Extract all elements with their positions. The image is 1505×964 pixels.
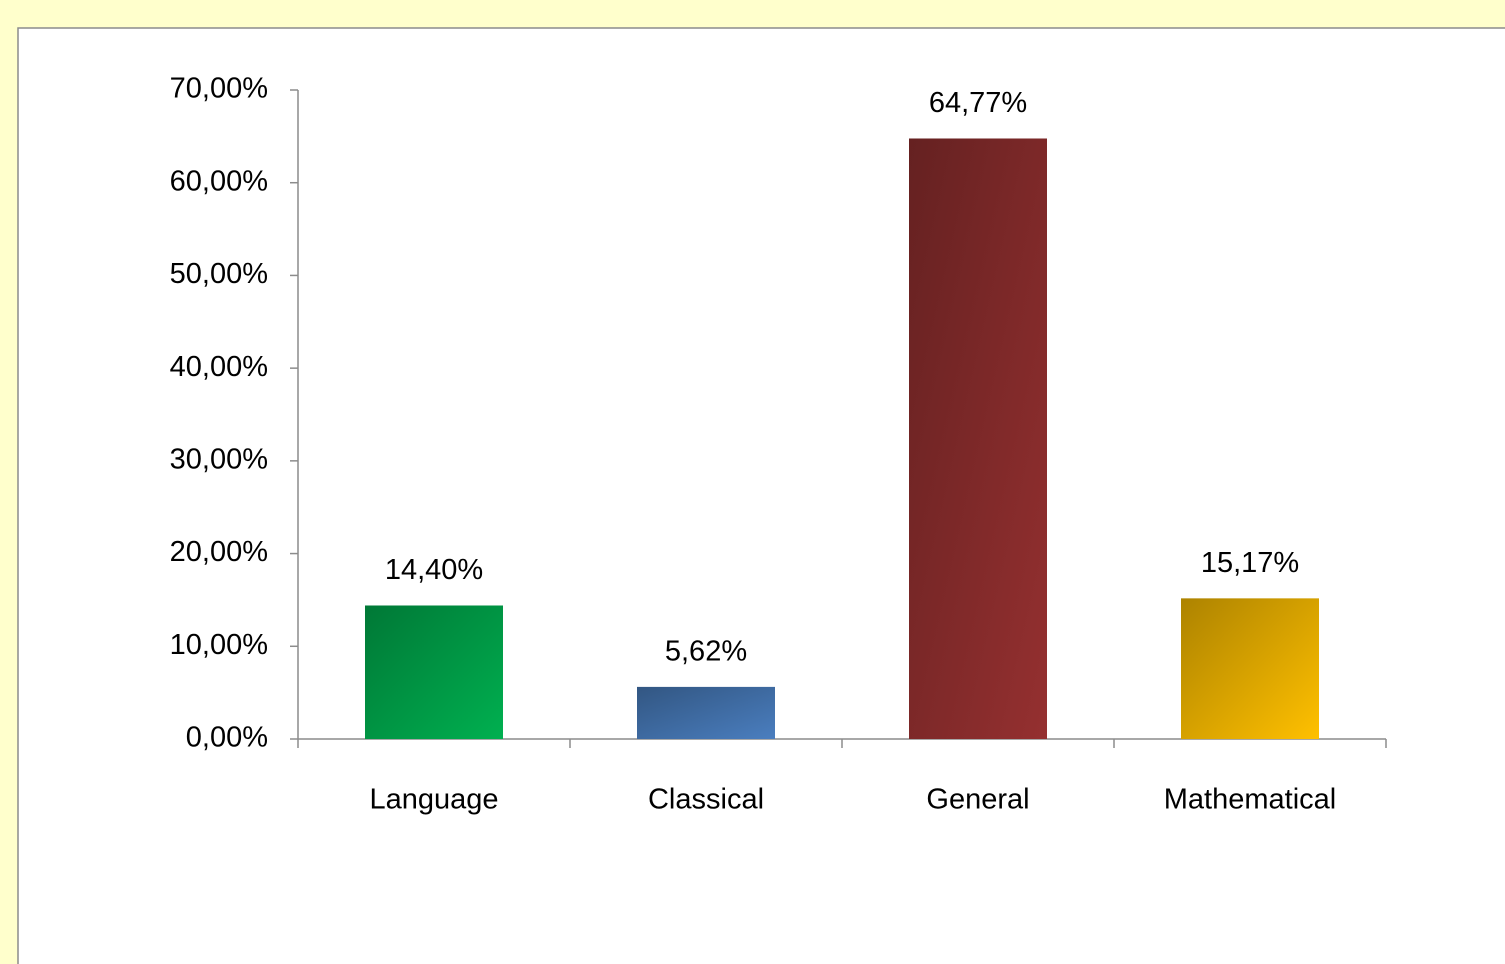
x-tick-label: Mathematical (1164, 784, 1336, 816)
y-tick-label: 30,00% (170, 444, 268, 476)
x-tick-label: Language (369, 784, 498, 816)
data-label: 14,40% (385, 554, 483, 586)
data-label: 5,62% (665, 636, 747, 668)
y-tick-label: 40,00% (170, 351, 268, 383)
y-tick-label: 10,00% (170, 629, 268, 661)
y-tick-label: 0,00% (186, 722, 268, 754)
data-label: 64,77% (929, 87, 1027, 119)
data-label: 15,17% (1201, 547, 1299, 579)
plot-frame (17, 27, 1505, 964)
x-tick-label: General (926, 784, 1029, 816)
bar (637, 686, 775, 739)
bar (909, 138, 1047, 740)
y-tick-label: 50,00% (170, 258, 268, 290)
y-tick-label: 20,00% (170, 536, 268, 568)
bar (365, 605, 503, 739)
x-tick-label: Classical (648, 784, 764, 816)
y-tick-label: 70,00% (170, 73, 268, 105)
bar (1181, 598, 1319, 739)
y-tick-label: 60,00% (170, 165, 268, 197)
